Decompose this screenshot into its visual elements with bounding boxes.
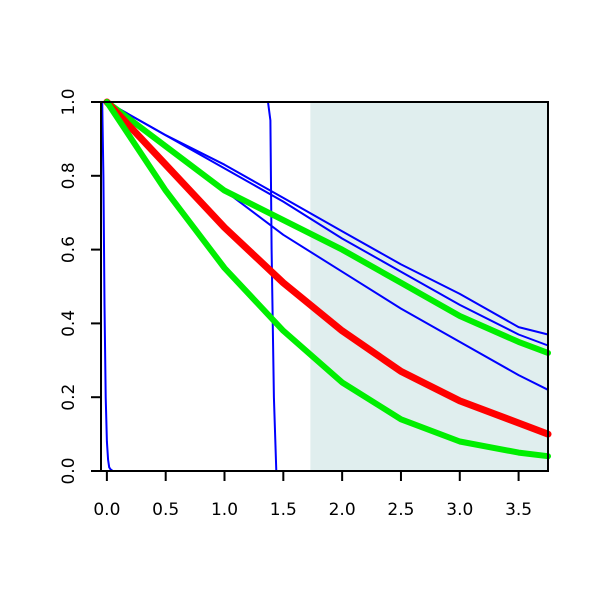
x-tick-label: 3.5 — [505, 500, 532, 520]
x-tick-label: 2.0 — [329, 500, 356, 520]
series-line-8 — [103, 99, 551, 460]
y-tick-label: 0.2 — [59, 384, 79, 411]
series-line-7 — [103, 98, 552, 438]
y-tick-label: 0.4 — [59, 310, 79, 337]
y-tick-label: 0.6 — [59, 236, 79, 263]
plot-frame — [100, 101, 549, 472]
series-line-6 — [103, 99, 551, 356]
x-tick-label: 1.5 — [270, 500, 297, 520]
series-line-3 — [105, 101, 549, 336]
axis-layer: 0.0 0.5 1.0 1.5 2.0 2.5 3.0 3.5 0.0 0.2 0.4 0.6 0.8 1… — [59, 88, 549, 520]
series-line-4 — [105, 101, 549, 347]
y-tick-label: 1.0 — [59, 88, 79, 115]
x-tick-label: 2.5 — [387, 500, 414, 520]
x-tick-label: 1.0 — [211, 500, 238, 520]
series-layer — [100, 98, 552, 472]
y-tick-label: 0.0 — [59, 457, 79, 484]
x-tick-label: 0.0 — [93, 500, 120, 520]
y-tick-label: 0.8 — [59, 162, 79, 189]
x-tick-label: 0.5 — [152, 500, 179, 520]
x-tick-label: 3.0 — [446, 500, 473, 520]
